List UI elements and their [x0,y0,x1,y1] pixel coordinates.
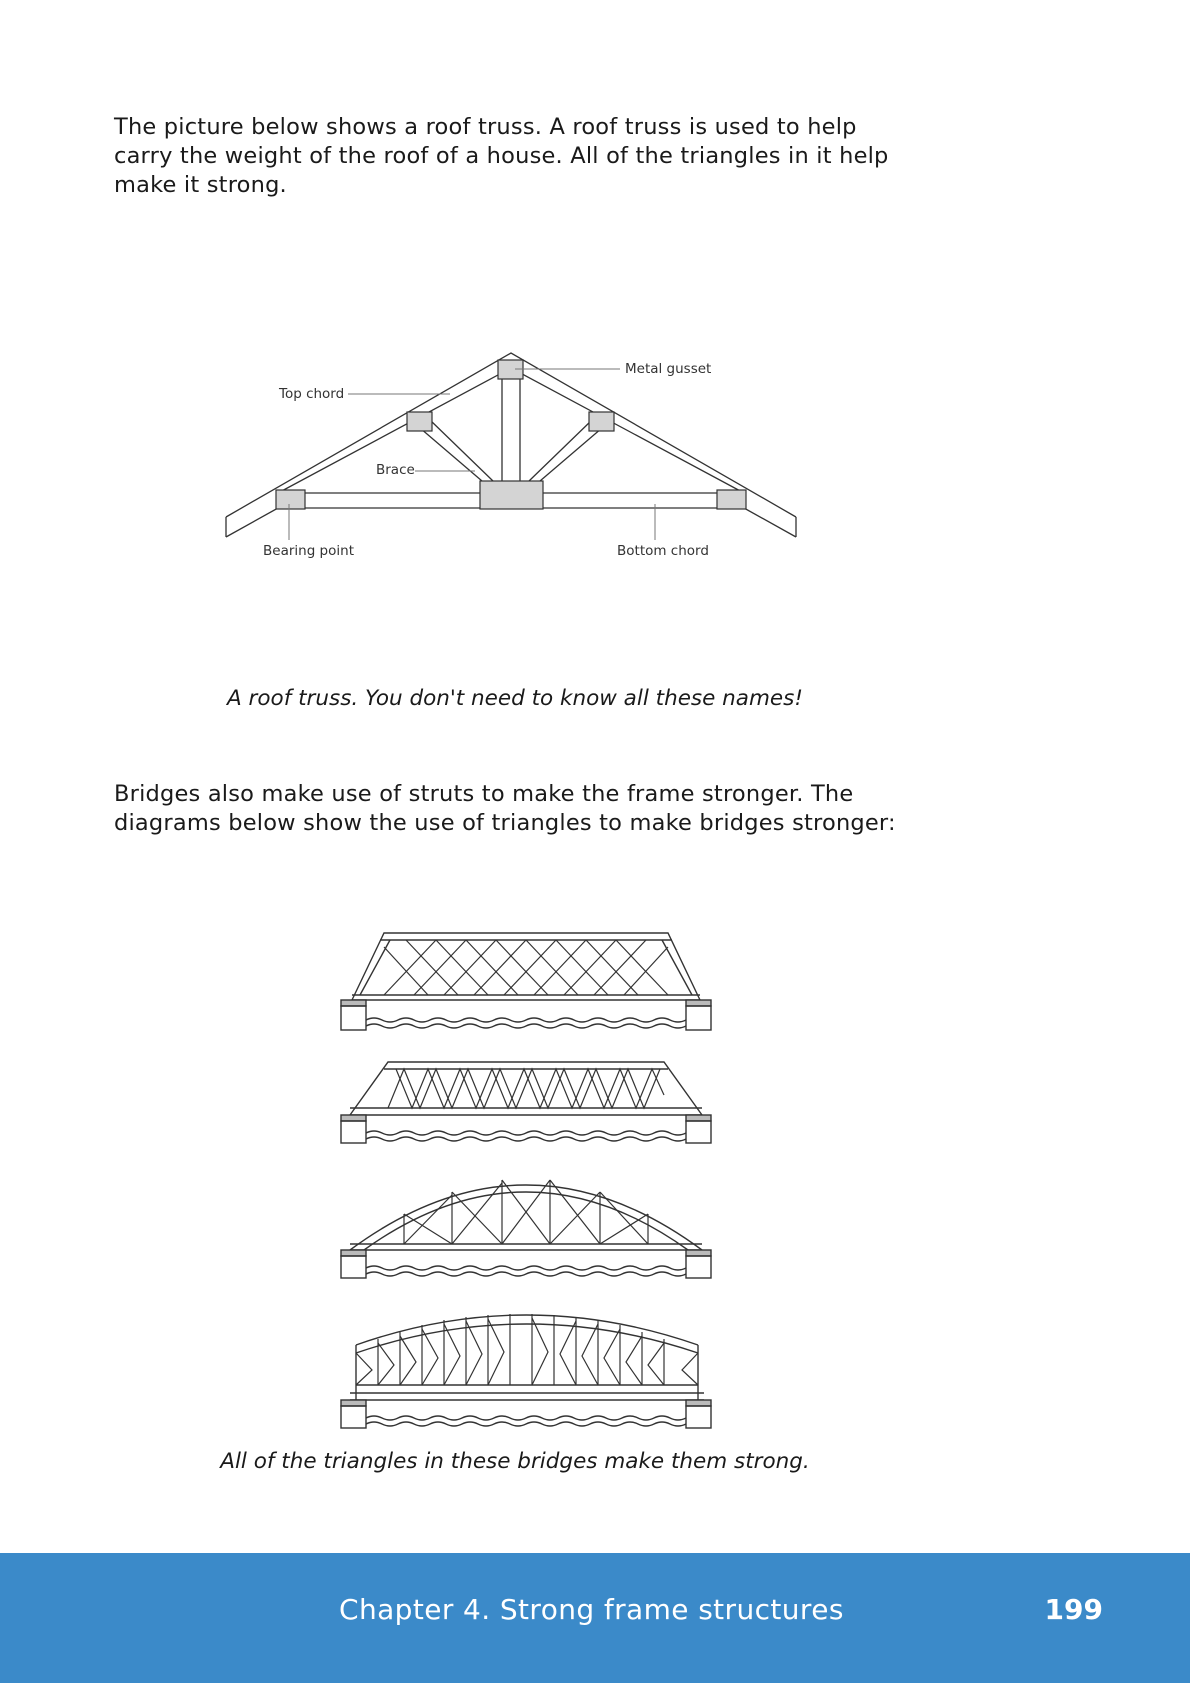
label-metal-gusset: Metal gusset [625,361,711,377]
label-bearing-point: Bearing point [263,543,354,559]
page-number: 199 [1044,1593,1103,1626]
page-footer: Chapter 4. Strong frame structures 199 [0,1553,1190,1683]
truss-caption: A roof truss. You don't need to know all… [227,686,803,711]
bridge-lattice-truss [340,932,712,1031]
bridge-arched-truss [340,1179,712,1279]
chapter-title: Chapter 4. Strong frame structures [339,1593,844,1626]
bridge-curved-pratt-truss [340,1314,712,1429]
intro-paragraph: The picture below shows a roof truss. A … [114,114,889,198]
label-bottom-chord: Bottom chord [617,543,709,559]
bridges-caption: All of the triangles in these bridges ma… [220,1449,810,1474]
label-top-chord: Top chord [278,386,344,402]
roof-truss-diagram: Metal gusset Top chord Brace Bearing poi… [225,352,797,559]
bridge-warren-truss [340,1061,712,1144]
bridges-paragraph: Bridges also make use of struts to make … [114,781,896,836]
label-brace: Brace [376,462,415,478]
